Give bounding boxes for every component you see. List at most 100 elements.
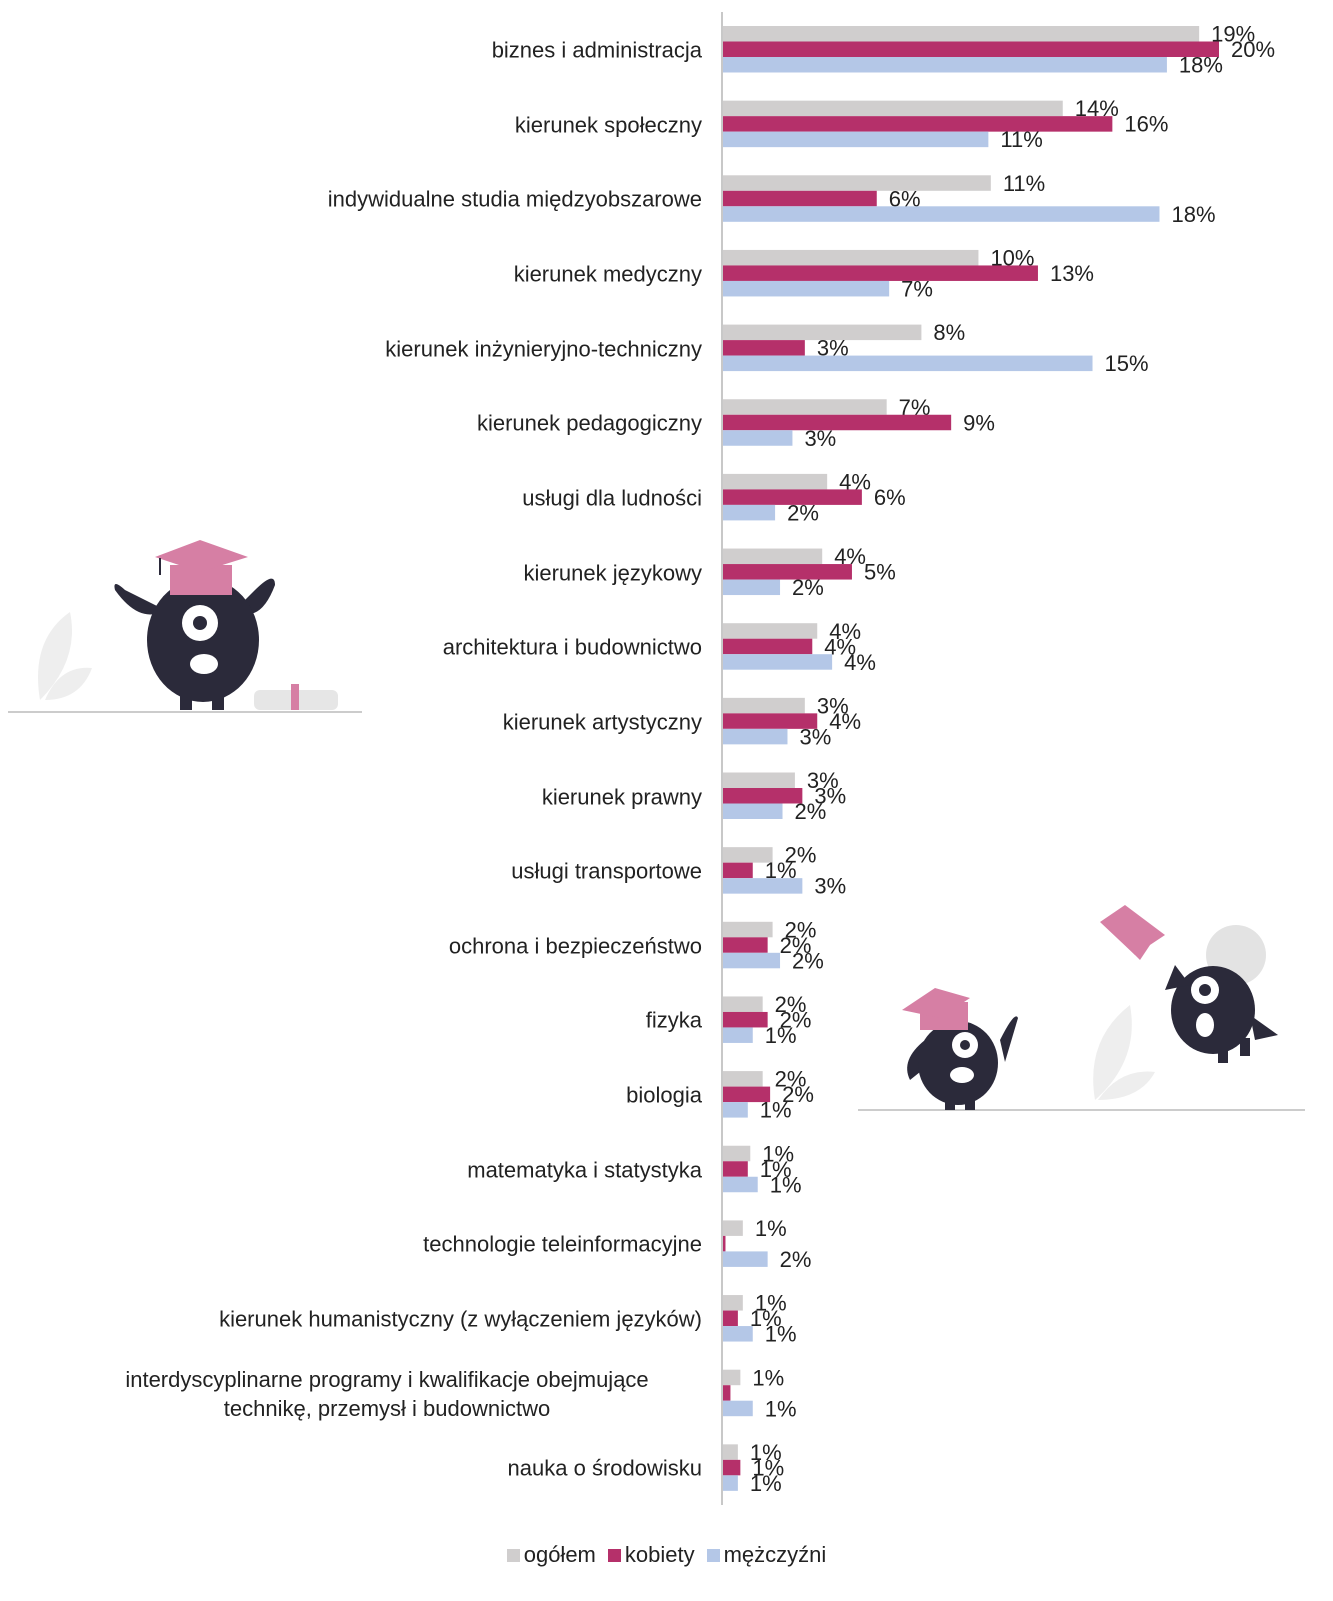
bar [723, 57, 1167, 73]
category-label: usługi dla ludności [2, 483, 702, 512]
value-label: 1% [760, 1098, 792, 1123]
value-label: 1% [765, 1396, 797, 1421]
legend-swatch [707, 1549, 720, 1562]
value-label: 1% [770, 1172, 802, 1197]
category-label: ochrona i bezpieczeństwo [2, 931, 702, 960]
value-label: 7% [901, 277, 933, 302]
bar [723, 996, 763, 1012]
page: 19%20%18%14%16%11%11%6%18%10%13%7%8%3%15… [0, 0, 1333, 1601]
bar [723, 698, 805, 714]
bar [723, 937, 768, 953]
bar [723, 1444, 738, 1460]
bar [723, 1146, 750, 1162]
value-label: 1% [765, 1023, 797, 1048]
bar [723, 42, 1219, 58]
bar [723, 878, 802, 894]
value-label: 3% [804, 426, 836, 451]
value-label: 2% [792, 948, 824, 973]
value-label: 5% [864, 560, 896, 585]
bar [723, 953, 780, 969]
value-label: 20% [1231, 37, 1275, 62]
value-label: 2% [787, 500, 819, 525]
bar [723, 1177, 758, 1193]
bar [723, 1236, 725, 1252]
value-label: 3% [814, 874, 846, 899]
legend-swatch [507, 1549, 520, 1562]
bar [723, 623, 817, 639]
bar [723, 474, 827, 490]
value-label: 18% [1179, 53, 1223, 78]
category-label: interdyscyplinarne programy i kwalifikac… [67, 1365, 707, 1423]
decoration-right [858, 905, 1305, 1110]
bar [723, 773, 795, 789]
legend-label: ogółem [524, 1542, 596, 1567]
bar [723, 788, 802, 804]
bar [723, 863, 753, 879]
bar [723, 26, 1199, 42]
bar [723, 804, 783, 820]
bar [723, 922, 773, 938]
category-label: kierunek artystyczny [2, 707, 702, 736]
bar [723, 1460, 740, 1476]
bar [723, 356, 1093, 372]
legend-item: mężczyźni [707, 1542, 827, 1567]
bar [723, 101, 1063, 117]
bar [723, 580, 780, 596]
category-label: kierunek humanistyczny (z wyłączeniem ję… [2, 1305, 702, 1334]
category-label: kierunek społeczny [2, 110, 702, 139]
category-label: nauka o środowisku [2, 1454, 702, 1483]
value-label: 1% [750, 1471, 782, 1496]
bar [723, 1475, 738, 1491]
bar [723, 1370, 740, 1386]
bar [723, 415, 951, 431]
bar [723, 505, 775, 521]
value-label: 3% [799, 724, 831, 749]
legend-item: ogółem [507, 1542, 596, 1567]
bar [723, 340, 805, 356]
legend-item: kobiety [608, 1542, 695, 1567]
category-label: architektura i budownictwo [2, 633, 702, 662]
bar [723, 1012, 768, 1027]
value-label: 11% [1003, 171, 1045, 196]
legend-label: mężczyźni [724, 1542, 827, 1567]
bar [723, 132, 988, 148]
bar [723, 175, 991, 191]
bar [723, 1385, 730, 1401]
category-label: usługi transportowe [2, 857, 702, 886]
category-label: kierunek medyczny [2, 259, 702, 288]
bar [723, 1027, 753, 1043]
bar [723, 729, 787, 745]
category-label: fizyka [2, 1006, 702, 1035]
bar [723, 564, 852, 580]
legend: ogółem kobiety mężczyźni [0, 1542, 1333, 1568]
value-label: 2% [780, 1247, 812, 1272]
bar [723, 1295, 743, 1311]
bar [723, 116, 1112, 131]
legend-label: kobiety [625, 1542, 695, 1567]
bar [723, 430, 792, 446]
bar [723, 1071, 763, 1087]
category-label: biznes i administracja [2, 36, 702, 65]
value-label: 2% [792, 575, 824, 600]
legend-swatch [608, 1549, 621, 1562]
category-label: kierunek inżynieryjno-techniczny [2, 334, 702, 363]
bar [723, 1220, 743, 1236]
value-label: 9% [963, 410, 995, 435]
category-label: kierunek prawny [2, 782, 702, 811]
value-label: 15% [1105, 351, 1149, 376]
value-label: 1% [755, 1216, 787, 1241]
value-label: 4% [844, 650, 876, 675]
bar [723, 1401, 753, 1417]
category-label: indywidualne studia międzyobszarowe [2, 185, 702, 214]
value-label: 6% [874, 485, 906, 510]
bar [723, 265, 1038, 281]
bar [723, 399, 887, 415]
value-label: 2% [795, 799, 827, 824]
value-label: 1% [752, 1365, 784, 1390]
bar [723, 191, 877, 207]
category-label: kierunek językowy [2, 558, 702, 587]
value-label: 4% [829, 709, 861, 734]
value-label: 8% [933, 320, 965, 345]
value-label: 13% [1050, 261, 1094, 286]
bar [723, 639, 812, 655]
